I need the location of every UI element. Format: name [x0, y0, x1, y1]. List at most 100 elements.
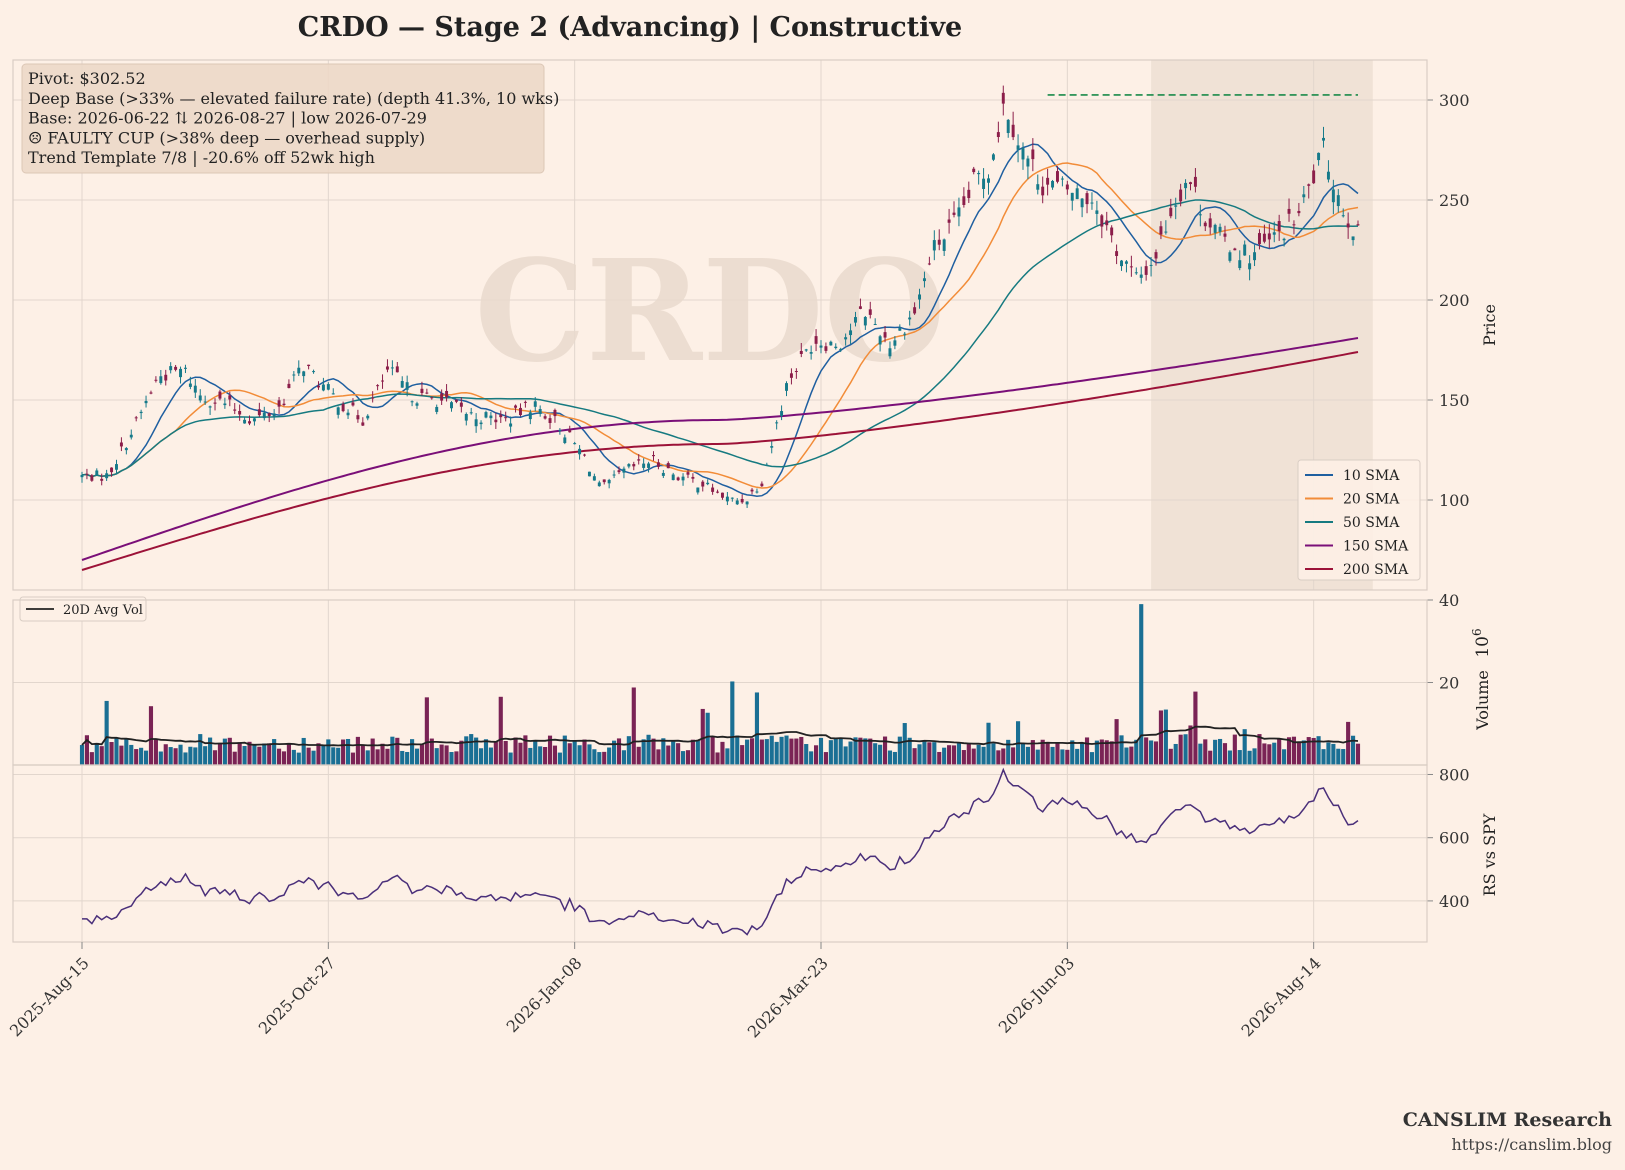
candle-body: [632, 464, 636, 467]
candle: [780, 405, 784, 421]
candle-body: [676, 477, 680, 481]
volume-bar: [764, 739, 769, 765]
candle-body: [1238, 260, 1242, 269]
volume-bar: [267, 743, 272, 765]
candle: [1154, 249, 1158, 266]
candle-body: [331, 393, 335, 395]
candle-body: [927, 263, 931, 265]
volume-bar: [612, 740, 617, 765]
volume-bar: [1351, 735, 1356, 765]
candle: [642, 458, 646, 471]
volume-bar: [863, 738, 868, 765]
volume-bar: [1301, 740, 1306, 765]
volume-bar: [1242, 729, 1247, 765]
candle: [302, 370, 306, 383]
candle: [922, 271, 926, 288]
volume-bar: [616, 738, 622, 765]
volume-bar: [631, 687, 636, 765]
candle: [1243, 240, 1247, 256]
candle: [854, 311, 857, 327]
volume-bar: [183, 752, 188, 765]
candle: [415, 401, 419, 409]
x-tick-label: 2026-Jun-03: [995, 953, 1078, 1036]
candle-body: [129, 434, 133, 438]
candle: [1253, 244, 1257, 267]
candle: [696, 487, 700, 495]
volume-bar: [1331, 743, 1336, 765]
candle-body: [750, 489, 754, 492]
candle: [1346, 212, 1350, 239]
candle: [1149, 257, 1153, 277]
volume-bar: [1050, 746, 1055, 765]
volume-bar: [804, 744, 809, 765]
candle: [656, 459, 660, 470]
candle-body: [1110, 227, 1114, 236]
candle-body: [1169, 207, 1173, 217]
volume-bar: [607, 747, 612, 765]
volume-bar: [646, 734, 651, 765]
candle-body: [725, 496, 729, 502]
volume-bar: [833, 738, 838, 765]
volume-bar: [434, 748, 439, 765]
volume-bar: [350, 752, 356, 765]
candle: [1075, 184, 1079, 200]
volume-bar: [331, 747, 336, 765]
volume-bar: [730, 681, 735, 765]
candle: [1169, 198, 1173, 219]
candle-body: [1267, 233, 1271, 240]
volume-bar: [316, 743, 321, 765]
price-tick-label: 100: [1439, 491, 1470, 510]
volume-bar: [533, 741, 538, 765]
candle-body: [450, 402, 453, 409]
candle-body: [479, 422, 483, 425]
volume-bar: [961, 750, 966, 765]
candle-body: [844, 337, 848, 340]
candle-body: [1070, 192, 1074, 201]
candle-body: [730, 497, 734, 499]
candle-body: [1065, 184, 1069, 190]
candle-body: [873, 324, 877, 326]
volume-bar: [1006, 739, 1011, 765]
volume-bar: [1291, 736, 1297, 765]
candle-body: [996, 132, 1000, 138]
volume-bar: [242, 745, 247, 765]
candle: [839, 347, 843, 353]
volume-bar: [1208, 750, 1213, 765]
volume-bar: [237, 742, 242, 765]
candle-body: [287, 383, 291, 389]
candle-body: [1036, 184, 1040, 190]
avg-volume-line: [81, 725, 1359, 747]
candle-body: [1292, 224, 1296, 226]
candle: [1051, 179, 1055, 190]
candle: [637, 454, 641, 465]
volume-bar: [700, 708, 705, 765]
candle: [1326, 160, 1330, 183]
candle: [208, 405, 212, 415]
candle-body: [671, 474, 675, 481]
legend-label: 20 SMA: [1343, 492, 1400, 508]
candle-body: [164, 374, 168, 381]
candle-body: [893, 340, 897, 346]
candle: [755, 488, 759, 494]
volume-bar: [641, 739, 646, 765]
legend-label: 200 SMA: [1343, 562, 1409, 578]
volume-bar: [321, 744, 326, 765]
volume-bar: [740, 745, 745, 765]
candle: [1110, 225, 1114, 243]
candle-body: [1154, 252, 1158, 259]
candle-body: [341, 403, 345, 412]
candle: [829, 340, 833, 346]
candle: [962, 187, 966, 208]
candle: [893, 336, 897, 350]
candle: [676, 476, 680, 482]
candle: [257, 402, 261, 417]
candle-body: [1124, 261, 1128, 264]
candle: [1041, 176, 1045, 204]
candle-body: [90, 475, 94, 481]
volume-bar: [735, 735, 740, 765]
volume-bar: [971, 748, 976, 765]
candle: [681, 473, 685, 486]
candle: [336, 406, 340, 419]
candle: [730, 497, 734, 502]
